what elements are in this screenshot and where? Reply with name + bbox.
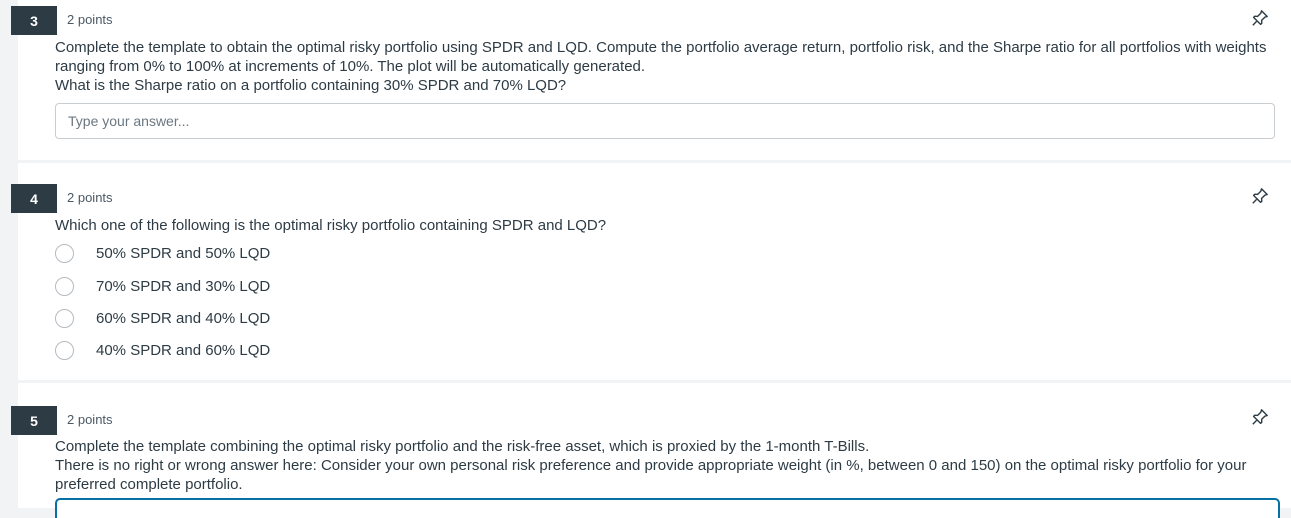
answer-option[interactable]: 50% SPDR and 50% LQD [55,242,270,264]
answer-option[interactable]: 60% SPDR and 40% LQD [55,307,270,329]
question-text: Complete the template to obtain the opti… [55,38,1279,95]
question-text-line: Complete the template combining the opti… [55,438,870,455]
pin-icon[interactable] [1251,187,1269,205]
option-label: 60% SPDR and 40% LQD [96,309,271,327]
radio-button[interactable] [55,308,74,328]
question-number-badge: 4 [11,184,57,213]
question-text-line: There is no right or wrong answer here: … [55,457,1247,493]
question-points: 2 points [67,190,113,205]
question-text: Complete the template combining the opti… [55,437,1279,494]
pin-icon[interactable] [1251,408,1269,426]
question-points: 2 points [67,412,113,427]
answer-input[interactable] [55,103,1275,139]
radio-button[interactable] [55,340,74,360]
question-text-line: Complete the template to obtain the opti… [55,39,1267,75]
answer-input[interactable] [55,498,1280,518]
question-card-5 [18,383,1291,508]
question-card-4 [18,163,1291,380]
option-label: 40% SPDR and 60% LQD [96,341,271,359]
pin-icon[interactable] [1251,9,1269,27]
answer-option[interactable]: 70% SPDR and 30% LQD [55,275,270,297]
question-text: Which one of the following is the optima… [55,217,607,234]
answer-option[interactable]: 40% SPDR and 60% LQD [55,339,270,361]
option-label: 50% SPDR and 50% LQD [96,244,271,262]
radio-button[interactable] [55,243,74,263]
question-number-badge: 3 [11,6,57,35]
question-text-line: What is the Sharpe ratio on a portfolio … [55,77,567,94]
option-label: 70% SPDR and 30% LQD [96,277,271,295]
question-number-badge: 5 [11,406,57,435]
question-points: 2 points [67,12,113,27]
radio-button[interactable] [55,276,74,296]
